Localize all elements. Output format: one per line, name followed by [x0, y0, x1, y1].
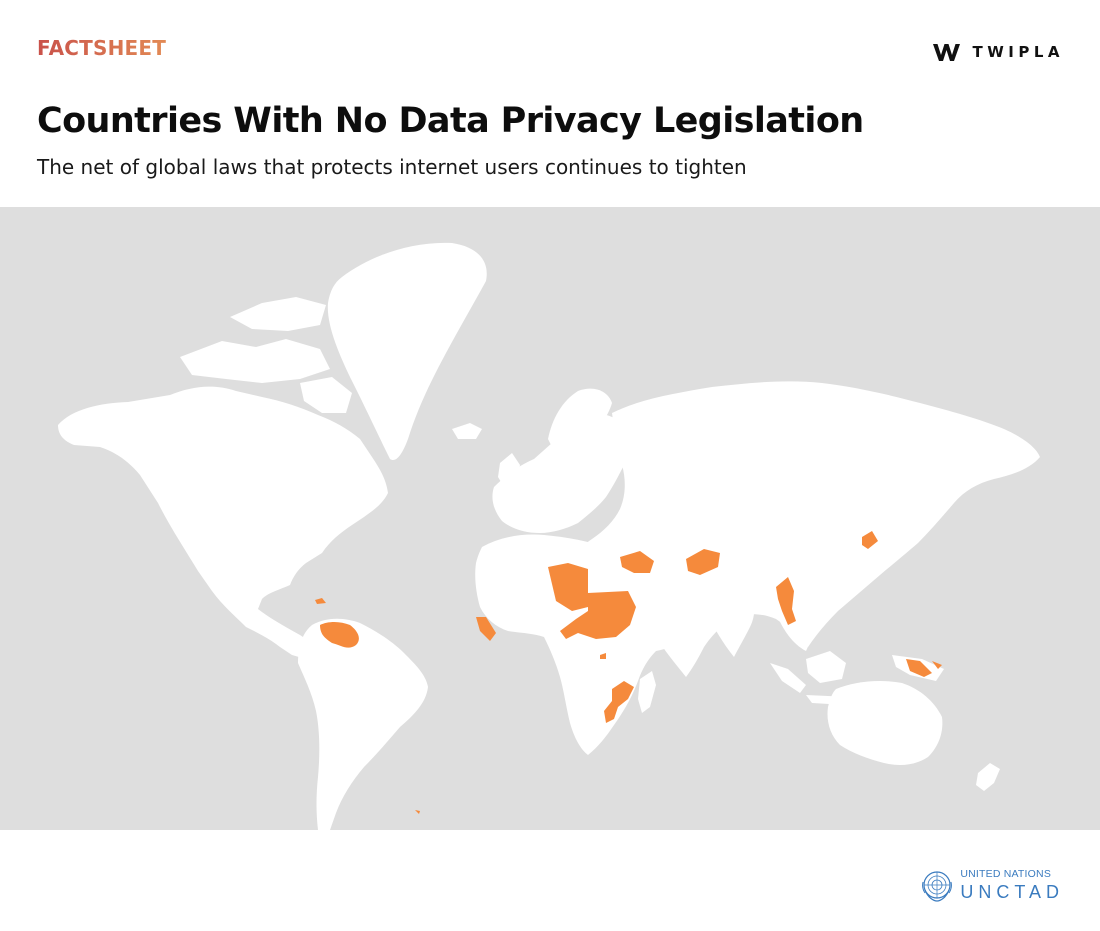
land-masses [58, 242, 1040, 830]
land-australia [827, 681, 943, 765]
source-line1: UNITED NATIONS [960, 868, 1052, 881]
land-north-america [58, 386, 388, 671]
country-burundi[interactable] [600, 653, 606, 659]
country-mozambique-malawi[interactable] [604, 681, 634, 723]
highlighted-countries [315, 531, 942, 814]
land-arctic-islands-2 [230, 297, 326, 331]
page-subtitle: The net of global laws that protects int… [37, 155, 747, 179]
land-uk [498, 453, 520, 487]
country-north-korea[interactable] [862, 531, 878, 549]
un-emblem-icon [922, 871, 953, 902]
land-borneo [806, 651, 846, 683]
source-attribution: UNITED NATIONS UNCTAD [920, 868, 1064, 902]
country-afghanistan[interactable] [686, 549, 720, 575]
source-text: UNITED NATIONS UNCTAD [960, 869, 1064, 901]
country-haiti[interactable] [315, 598, 326, 604]
land-india [700, 581, 755, 657]
land-asia [566, 381, 1040, 677]
twipla-logo-icon [933, 44, 961, 61]
country-papua-new-guinea-island[interactable] [932, 661, 942, 669]
page-title: Countries With No Data Privacy Legislati… [37, 101, 864, 141]
land-japan [886, 493, 916, 543]
land-madagascar [638, 671, 656, 713]
brand: TWIPLA [932, 40, 1064, 64]
land-new-zealand [976, 763, 1000, 791]
world-map [0, 207, 1100, 830]
country-papua-new-guinea[interactable] [906, 659, 932, 677]
brand-name: TWIPLA [972, 43, 1064, 61]
land-baffin [300, 377, 352, 413]
country-liberia-sierra-leone[interactable] [476, 617, 496, 641]
land-scandinavia [548, 388, 612, 459]
land-europe [492, 413, 630, 533]
land-arctic-islands [180, 339, 330, 383]
country-libya[interactable] [548, 563, 588, 611]
land-greenland [327, 242, 487, 461]
source-line2: UNCTAD [960, 881, 1064, 902]
country-myanmar[interactable] [776, 577, 796, 625]
country-south-atlantic-island[interactable] [415, 810, 420, 814]
country-iraq[interactable] [620, 551, 654, 573]
country-venezuela[interactable] [320, 622, 359, 648]
land-south-america [298, 618, 428, 830]
world-map-svg [58, 242, 1040, 830]
country-chad-sudan[interactable] [560, 591, 636, 639]
land-iceland [452, 423, 482, 439]
factsheet-label: FACTSHEET [37, 36, 167, 60]
land-sumatra [770, 663, 806, 693]
